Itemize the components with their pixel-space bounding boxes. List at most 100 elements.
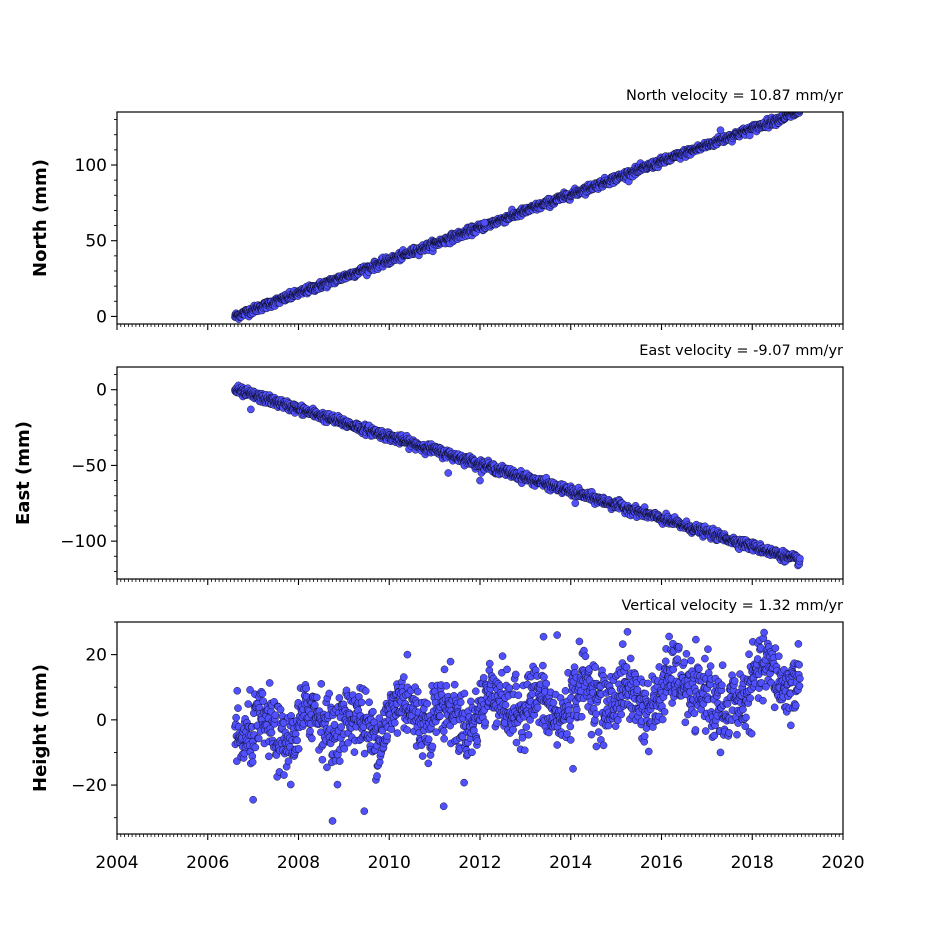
data-point <box>265 752 273 761</box>
data-point <box>747 729 756 738</box>
data-point <box>471 687 480 696</box>
data-point <box>439 727 448 736</box>
data-point <box>424 759 433 768</box>
data-point <box>796 554 804 563</box>
data-point <box>403 726 412 734</box>
data-point <box>774 652 783 661</box>
data-point <box>658 715 667 724</box>
data-point <box>424 735 433 744</box>
data-point <box>276 705 285 714</box>
y-tick-label: −100 <box>60 532 107 552</box>
data-point <box>633 686 642 694</box>
data-point <box>467 697 475 706</box>
y-tick-label: 0 <box>96 711 107 731</box>
data-point <box>267 728 276 737</box>
y-tick-label: −50 <box>71 456 107 476</box>
data-point <box>692 635 700 644</box>
y-tick-label: 0 <box>96 307 107 327</box>
data-point <box>745 131 754 140</box>
data-point <box>716 126 725 134</box>
data-point <box>553 741 561 749</box>
data-point <box>571 499 580 508</box>
data-point <box>317 680 326 688</box>
data-point <box>440 734 448 743</box>
data-point <box>706 662 715 670</box>
data-point <box>312 693 321 702</box>
data-point <box>770 703 779 712</box>
data-point <box>413 687 422 696</box>
data-point <box>473 737 482 745</box>
data-point <box>294 745 303 753</box>
data-point <box>592 710 600 718</box>
data-point <box>357 698 366 707</box>
data-point <box>444 469 453 477</box>
data-point <box>501 701 510 709</box>
data-point <box>271 711 280 719</box>
data-point <box>587 730 596 739</box>
data-point <box>418 752 427 760</box>
data-point <box>690 709 699 718</box>
data-point <box>716 748 725 757</box>
data-point <box>791 701 800 710</box>
data-point <box>456 698 465 707</box>
data-point <box>760 628 768 637</box>
data-point <box>591 663 600 672</box>
data-point <box>233 687 242 695</box>
data-point <box>617 710 626 719</box>
y-tick-label: 20 <box>85 646 107 666</box>
data-point <box>524 730 533 739</box>
data-point <box>325 689 333 698</box>
data-point <box>460 689 469 698</box>
data-point <box>533 703 542 712</box>
data-point <box>249 795 257 804</box>
data-point <box>622 663 631 672</box>
data-point <box>493 719 501 727</box>
data-point <box>756 643 765 652</box>
data-point <box>644 747 653 756</box>
data-point <box>787 721 795 730</box>
data-point <box>771 644 780 652</box>
data-point <box>476 476 484 485</box>
data-point <box>626 654 635 663</box>
data-point <box>503 665 511 674</box>
data-point <box>669 665 678 674</box>
data-point <box>746 694 754 702</box>
data-point <box>566 736 575 744</box>
data-point <box>796 112 804 114</box>
data-point <box>333 780 342 789</box>
data-point <box>675 643 683 651</box>
data-point <box>302 684 311 693</box>
data-point <box>794 640 803 648</box>
data-point <box>745 650 753 659</box>
data-point <box>361 687 370 695</box>
data-point <box>512 682 520 691</box>
data-point <box>542 679 551 688</box>
data-point <box>439 802 448 811</box>
data-point <box>514 691 523 700</box>
data-point <box>335 694 344 702</box>
data-point <box>265 679 274 687</box>
height-axes-frame <box>116 621 844 835</box>
data-point <box>665 632 673 641</box>
east-points <box>231 381 804 570</box>
data-point <box>733 730 741 739</box>
data-point <box>254 734 263 743</box>
data-point <box>485 659 494 668</box>
y-tick-label: 50 <box>85 232 107 252</box>
data-point <box>390 719 399 727</box>
data-point <box>704 645 712 653</box>
data-point <box>540 673 548 681</box>
data-point <box>423 699 431 708</box>
data-point <box>246 686 254 694</box>
data-point <box>251 743 260 752</box>
data-point <box>691 726 700 734</box>
data-point <box>539 632 548 641</box>
data-point <box>566 722 575 731</box>
data-point <box>468 748 476 757</box>
data-point <box>701 654 709 663</box>
data-point <box>383 732 392 741</box>
north-velocity-title: North velocity = 10.87 mm/yr <box>626 88 843 104</box>
data-point <box>280 771 288 779</box>
